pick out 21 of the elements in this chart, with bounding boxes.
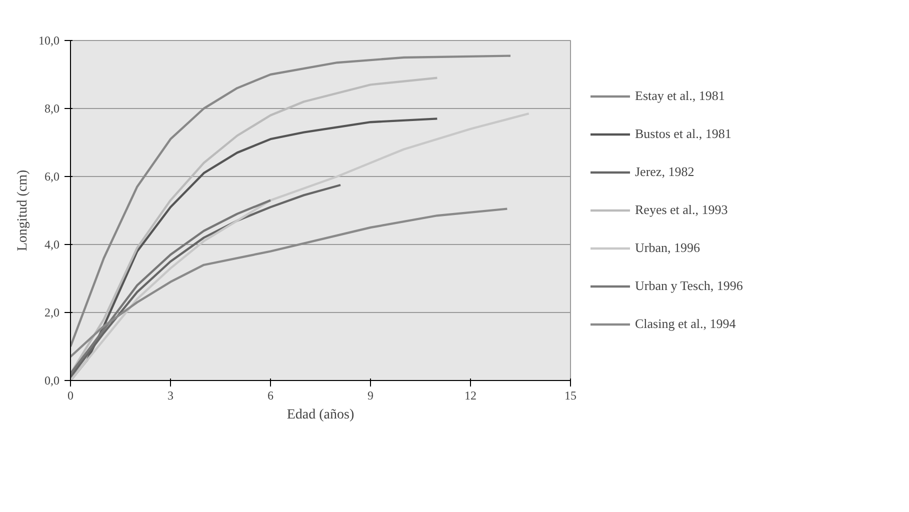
x-tick-label: 15: [564, 388, 576, 402]
y-tick-label: 6,0: [44, 170, 60, 184]
x-tick-label: 6: [268, 388, 274, 402]
legend-label: Estay et al., 1981: [635, 88, 725, 104]
y-tick-label: 0,0: [44, 374, 60, 388]
x-tick-label: 0: [68, 388, 74, 402]
y-tick-label: 2,0: [44, 306, 60, 320]
x-tick-label: 12: [464, 388, 476, 402]
legend-label: Reyes et al., 1993: [635, 202, 728, 218]
legend-label: Bustos et al., 1981: [635, 126, 732, 142]
x-tick-label: 9: [368, 388, 374, 402]
legend-label: Urban, 1996: [635, 240, 700, 256]
legend-label: Clasing et al., 1994: [635, 316, 736, 332]
legend-label: Jerez, 1982: [635, 164, 694, 180]
y-tick-label: 8,0: [44, 102, 60, 116]
x-tick-label: 3: [168, 388, 174, 402]
y-tick-label: 4,0: [44, 238, 60, 252]
y-tick-label: 10,0: [38, 34, 60, 48]
x-axis-title: Edad (años): [286, 408, 354, 422]
y-axis-title: Longitud (cm): [16, 170, 30, 252]
legend-label: Urban y Tesch, 1996: [635, 278, 743, 294]
